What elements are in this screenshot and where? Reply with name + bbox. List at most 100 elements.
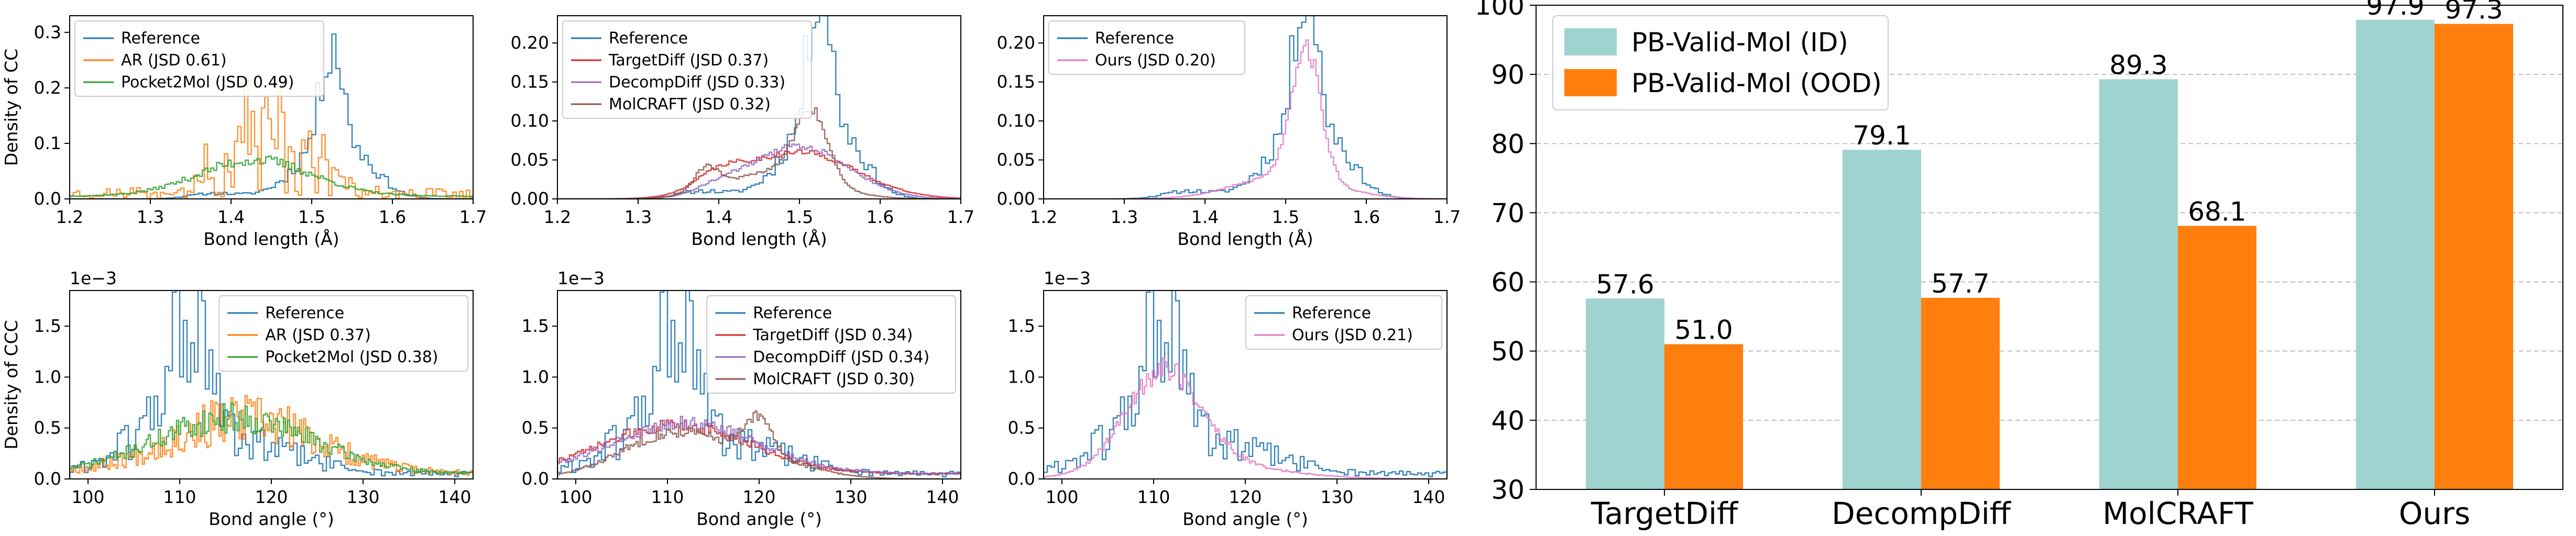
legend-box — [562, 20, 812, 119]
y-tick-label: 0.0 — [34, 188, 61, 209]
y-tick-label: 70 — [1491, 198, 1525, 228]
x-axis-label: Bond angle (°) — [209, 509, 334, 529]
bar-value-label: 51.0 — [1674, 315, 1733, 345]
legend-label: DecompDiff (JSD 0.34) — [753, 348, 929, 366]
legend-label: TargetDiff (JSD 0.37) — [608, 51, 769, 70]
bar-chart-panel: 57.6 79.1 89.3 97.9 51.0 57.7 68.1 97.3 30 40 50 60… — [1475, 0, 2563, 531]
x-tick-label: 110 — [651, 487, 684, 507]
y-tick-label: 1.5 — [34, 316, 61, 336]
y-tick-label: 0.15 — [511, 72, 549, 92]
legend-label: MolCRAFT (JSD 0.30) — [753, 370, 915, 388]
y-tick-label: 50 — [1491, 337, 1525, 367]
x-tick-label: 1.3 — [1111, 207, 1138, 227]
legend: Reference TargetDiff (JSD 0.34) DecompDiff… — [706, 295, 956, 394]
bar-ood — [1664, 344, 1743, 489]
x-tick-label: 120 — [255, 487, 288, 507]
legend-label: PB-Valid-Mol (OOD) — [1631, 68, 1882, 98]
y-tick-label: 80 — [1491, 129, 1525, 159]
x-tick-label: 120 — [743, 487, 776, 507]
x-tick-label: 1.7 — [947, 207, 974, 227]
y-tick-label: 0.2 — [34, 77, 61, 98]
y-tick-label: 0.0 — [522, 468, 549, 489]
y-tick-label: 0.00 — [511, 188, 549, 209]
x-tick-label: 110 — [1137, 487, 1170, 507]
plot-area — [557, 291, 961, 479]
bar-value-label: 89.3 — [2109, 50, 2167, 80]
legend: Reference Ours (JSD 0.21) — [1245, 295, 1442, 350]
x-tick-label: 1.5 — [298, 207, 325, 227]
x-tick-label: 1.3 — [624, 207, 652, 227]
series-line-ar_ccc — [70, 395, 473, 479]
legend: Reference TargetDiff (JSD 0.37) DecompDiff… — [562, 20, 812, 119]
category-label: TargetDiff — [1591, 496, 1739, 531]
histogram-panel-ccc_diffusion: 100 110 120 130 140 0.0 0.5 1.0 1.5 1e−3 Bond angl… — [522, 268, 961, 529]
series-line-ref_ccc — [70, 291, 473, 479]
bar-value-label: 68.1 — [2188, 197, 2246, 227]
x-tick-label: 130 — [1321, 487, 1354, 507]
y-axis-label: Density of CC — [1, 49, 21, 166]
x-axis-label: Bond length (Å) — [691, 228, 827, 249]
bar-ood — [2435, 24, 2513, 489]
x-tick-label: 1.2 — [1030, 207, 1057, 227]
x-tick-label: 140 — [1412, 487, 1445, 507]
legend-box — [74, 20, 324, 97]
y-tick-label: 0.20 — [997, 32, 1035, 53]
y-tick-label: 30 — [1491, 475, 1525, 505]
legend-label: Ours (JSD 0.20) — [1095, 51, 1216, 70]
bar-value-label: 97.9 — [2366, 0, 2424, 21]
y-tick-label: 0.3 — [34, 22, 61, 42]
y-tick-label: 0.5 — [34, 418, 61, 438]
axes-frame — [1536, 5, 2563, 490]
y-tick-label: 0.05 — [511, 150, 549, 170]
y-tick-label: 0.1 — [34, 133, 61, 153]
legend-label: Reference — [265, 304, 344, 322]
x-tick-label: 1.7 — [1433, 207, 1461, 227]
histogram-panel-cc_ours: 1.2 1.3 1.4 1.5 1.6 1.7 0.00 0.05 0.10 0.15 0.20 Bo… — [997, 15, 1461, 249]
legend-label: AR (JSD 0.37) — [265, 326, 371, 344]
x-tick-label: 1.6 — [867, 207, 894, 227]
x-tick-label: 110 — [163, 487, 196, 507]
x-axis-label: Bond angle (°) — [1182, 509, 1308, 529]
legend-label: Reference — [1292, 304, 1371, 322]
x-axis-label: Bond length (Å) — [1177, 228, 1313, 249]
series-line-ref_ccc — [557, 291, 961, 479]
axis-offset-text: 1e−3 — [1044, 268, 1091, 288]
y-tick-label: 0.5 — [522, 418, 549, 438]
legend-swatch — [1564, 69, 1617, 96]
y-tick-label: 0.00 — [997, 188, 1035, 209]
x-tick-label: 130 — [347, 487, 380, 507]
series-line-ours_ccc — [1044, 357, 1447, 479]
x-tick-label: 1.6 — [1353, 207, 1380, 227]
axis-offset-text: 1e−3 — [557, 268, 605, 288]
x-tick-label: 1.2 — [56, 207, 83, 227]
y-tick-label: 1.5 — [1008, 316, 1035, 336]
legend-label: Reference — [1095, 29, 1174, 48]
x-axis-label: Bond length (Å) — [203, 228, 339, 249]
legend-label: TargetDiff (JSD 0.34) — [752, 326, 913, 344]
series-line-p2m_ccc — [70, 403, 473, 479]
y-tick-label: 100 — [1475, 0, 1525, 21]
category-label: MolCRAFT — [2102, 496, 2253, 531]
y-tick-label: 40 — [1491, 406, 1525, 436]
series-line-mc_ccc — [557, 410, 961, 479]
axes-frame — [557, 15, 961, 199]
bar-value-label: 97.3 — [2445, 0, 2503, 25]
legend-box — [706, 295, 956, 394]
y-tick-label: 0.5 — [1008, 418, 1035, 438]
y-tick-label: 0.0 — [34, 468, 61, 489]
legend: Reference Ours (JSD 0.20) — [1048, 20, 1245, 75]
series-line-dd_ccc — [557, 416, 961, 479]
axes-frame — [1043, 15, 1448, 199]
y-tick-label: 1.0 — [522, 366, 549, 387]
y-tick-label: 0.05 — [997, 150, 1035, 170]
y-axis-label: Density of CCC — [1, 320, 21, 449]
category-label: DecompDiff — [1832, 496, 2012, 531]
legend-box — [218, 295, 468, 372]
histogram-panel-cc_baselines: 1.2 1.3 1.4 1.5 1.6 1.7 0.0 0.1 0.2 0.3 Bond lengt… — [1, 15, 487, 249]
series-line-td_cc — [557, 149, 961, 199]
series-line-mc_cc — [557, 107, 961, 199]
x-tick-label: 140 — [926, 487, 959, 507]
y-tick-label: 1.5 — [522, 316, 549, 336]
x-tick-label: 120 — [1229, 487, 1262, 507]
